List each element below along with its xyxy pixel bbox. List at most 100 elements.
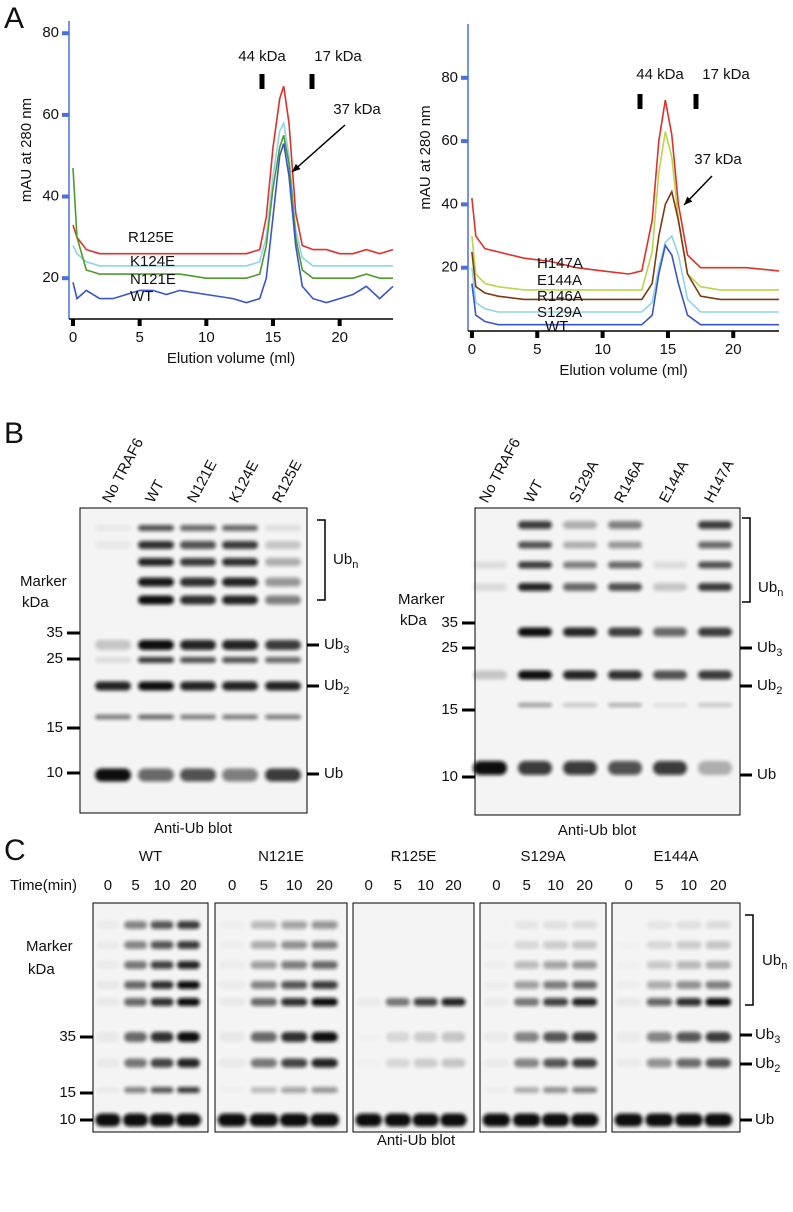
blot-band [124, 941, 148, 949]
blot-band [138, 558, 174, 566]
blot-band [571, 1058, 598, 1068]
blot-band [176, 1087, 200, 1093]
blot-band [616, 921, 642, 929]
blot-band [676, 921, 702, 929]
band-label: Ub2 [755, 1055, 780, 1075]
blot-band [95, 525, 131, 531]
band-name: Ub [755, 1026, 774, 1043]
lane-label: N121E [184, 457, 221, 505]
size-marker [309, 74, 315, 89]
marker-size: 15 [46, 719, 63, 736]
marker-label: Marker [398, 591, 445, 608]
blot-band [646, 1058, 673, 1068]
blot-band [608, 670, 642, 680]
blot-band [150, 941, 174, 949]
time-value: 20 [445, 877, 462, 894]
blot-band [570, 1113, 599, 1127]
panel-label: A [4, 2, 24, 35]
blot-band [265, 681, 301, 691]
blot-band [484, 961, 509, 969]
time-value: 20 [576, 877, 593, 894]
marker-size: 15 [59, 1084, 76, 1101]
annotation: 44 kDa [238, 48, 286, 65]
blot-band [676, 1058, 702, 1068]
blot-band [250, 1032, 278, 1042]
marker-size: 35 [59, 1028, 76, 1045]
blot-band [281, 921, 308, 929]
blot-band [616, 981, 642, 989]
blot-band [698, 541, 732, 549]
blot-band [180, 595, 216, 605]
blot-band [514, 921, 540, 929]
blot-band [698, 561, 732, 569]
blot-band [543, 998, 569, 1006]
band-name: Ub [757, 639, 776, 656]
band-subscript: n [781, 960, 787, 972]
blot-band [543, 1087, 569, 1093]
series-label: R125E [128, 229, 174, 246]
blot-band [150, 1032, 174, 1042]
group-label: N121E [258, 848, 304, 865]
blot-band [705, 981, 732, 989]
y-tick-label: 20 [441, 259, 458, 276]
blot-band [441, 998, 466, 1006]
blot-band [518, 703, 552, 707]
blot-band [514, 1058, 540, 1068]
series-line [471, 189, 779, 301]
blot-band [138, 681, 174, 691]
size-marker [693, 94, 699, 109]
blot-band [222, 681, 258, 691]
blot-band [412, 1113, 439, 1127]
series-label: K124E [130, 253, 175, 270]
lane-label: K124E [226, 458, 262, 506]
marker-size: 10 [441, 768, 458, 785]
blot-band [484, 941, 509, 949]
blot [474, 507, 741, 816]
marker-label: kDa [400, 612, 427, 629]
blot-band [614, 1113, 643, 1127]
blot-band [616, 1059, 642, 1068]
lane-label: No TRAF6 [99, 435, 147, 505]
blot-band [653, 627, 687, 637]
time-value: 0 [228, 877, 236, 894]
blot-band [483, 1032, 509, 1042]
blot-band [180, 558, 216, 566]
blot-band [311, 1032, 338, 1042]
blot-band [219, 1087, 245, 1093]
marker-size: 25 [46, 650, 63, 667]
x-tick-label: 15 [265, 329, 282, 346]
blot-band [518, 583, 552, 591]
band-label: Ubn [333, 551, 358, 571]
blot-band [250, 961, 278, 969]
series-label: WT [545, 318, 568, 335]
y-tick-label: 20 [42, 269, 59, 286]
blot-band [484, 1087, 509, 1093]
lane-label: WT [142, 477, 168, 506]
blot-band [176, 961, 200, 969]
blot-band [218, 1032, 246, 1042]
blot-band [311, 981, 338, 989]
blot-band [175, 1113, 202, 1127]
blot-band [311, 1058, 338, 1068]
time-value: 0 [365, 877, 373, 894]
blot-band [357, 1032, 381, 1042]
blot-band [219, 941, 245, 949]
blot-band [608, 627, 642, 637]
blot-band [615, 998, 642, 1006]
blot-band [281, 941, 308, 949]
blot-band [176, 941, 200, 949]
blot-band [281, 1087, 308, 1093]
blot-band [473, 670, 507, 680]
band-subscript: 2 [343, 685, 349, 697]
x-tick-label: 20 [725, 341, 742, 358]
band-label: Ub2 [324, 677, 349, 697]
blot-band [96, 961, 120, 969]
band-name: Ub [755, 1111, 774, 1128]
blot-band [124, 998, 148, 1006]
blot-band [608, 761, 642, 775]
blot-band [646, 998, 673, 1006]
blot-band [646, 961, 673, 969]
marker-size: 15 [441, 701, 458, 718]
blot-band [176, 1058, 200, 1068]
